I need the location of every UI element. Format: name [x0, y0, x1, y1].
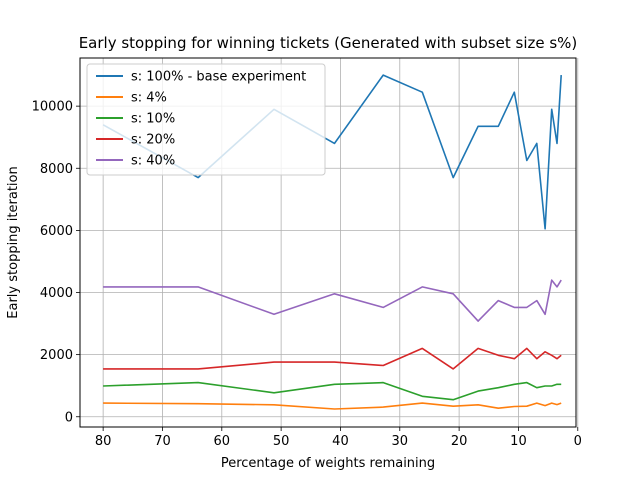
x-tick-label: 30 [392, 434, 409, 449]
series-line-5 [103, 279, 562, 322]
legend-label: s: 20% [131, 133, 175, 148]
y-tick-label: 10000 [32, 100, 73, 115]
legend-label: s: 10% [131, 112, 175, 127]
y-tick-label: 6000 [40, 224, 73, 239]
series-line-4 [103, 347, 562, 370]
legend-label: s: 100% - base experiment [131, 70, 306, 85]
y-tick-label: 4000 [40, 286, 73, 301]
x-tick-label: 10 [510, 434, 527, 449]
chart-title: Early stopping for winning tickets (Gene… [79, 34, 578, 52]
y-tick-label: 0 [65, 410, 73, 425]
series-line-3 [103, 381, 562, 401]
y-tick-label: 8000 [40, 162, 73, 177]
x-tick-label: 40 [332, 434, 349, 449]
x-tick-label: 70 [154, 434, 171, 449]
legend-label: s: 40% [131, 154, 175, 169]
series-line-2 [103, 402, 562, 410]
legend: s: 100% - base experiment s: 4% s: 10% s: 2… [86, 63, 326, 176]
x-axis-label: Percentage of weights remaining [221, 456, 435, 471]
x-tick-label: 60 [214, 434, 231, 449]
x-tick-label: 50 [273, 434, 290, 449]
x-tick-label: 0 [574, 434, 582, 449]
axis-ticks: 80 70 60 50 40 30 20 10 0 0 2000 4000 6000 8000 10000 [32, 100, 582, 449]
plot-area-frame [79, 57, 577, 428]
legend-box [86, 63, 326, 176]
y-axis-label: Early stopping iteration [6, 166, 21, 318]
x-tick-label: 20 [451, 434, 468, 449]
series-lines [102, 74, 562, 410]
x-tick-label: 80 [95, 434, 112, 449]
grid-lines [80, 58, 579, 427]
legend-label: s: 4% [131, 91, 167, 106]
y-tick-label: 2000 [40, 348, 73, 363]
